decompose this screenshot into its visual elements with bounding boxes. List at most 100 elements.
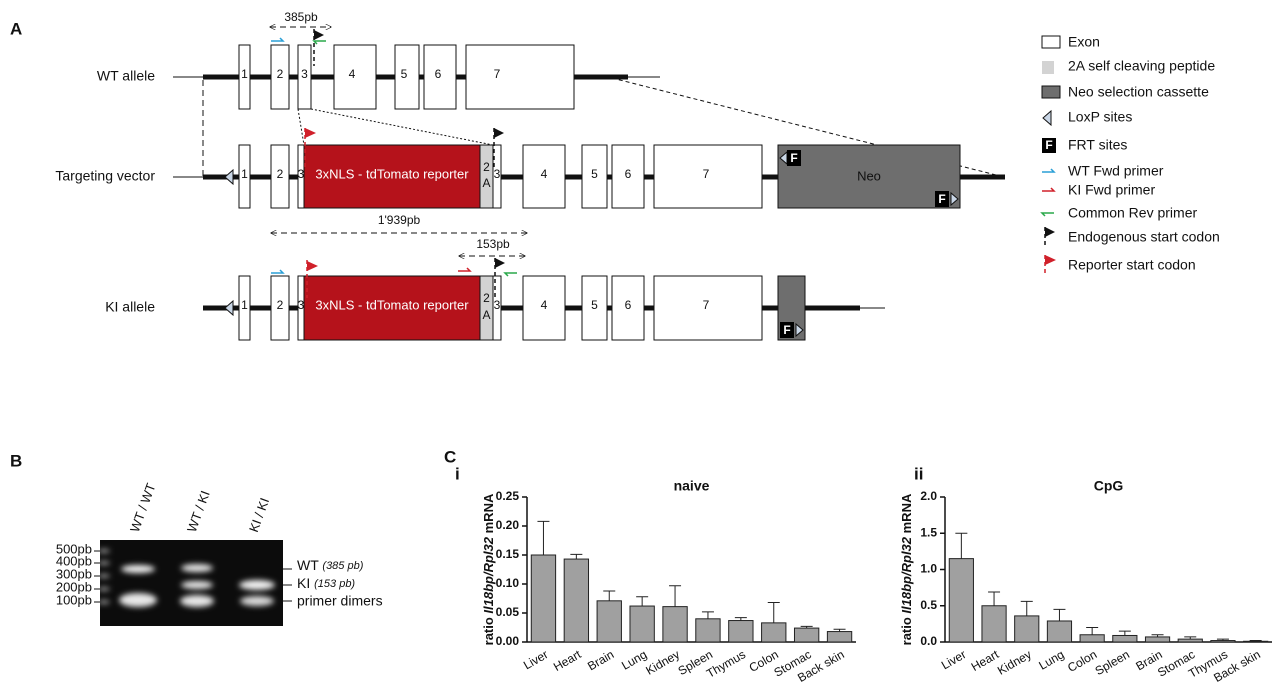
bar	[761, 622, 787, 643]
rect	[238, 144, 251, 209]
y-tick-label: 2.0	[920, 489, 937, 503]
rect	[303, 144, 481, 209]
error-bar	[800, 625, 813, 629]
exon-label: 1	[241, 298, 248, 312]
bar	[1014, 615, 1040, 643]
start-codon	[314, 30, 324, 40]
reporter-label: 3xNLS - tdTomato reporter	[315, 297, 469, 312]
rect	[611, 275, 645, 341]
rect	[1041, 85, 1061, 99]
legend-label: Endogenous start codon	[1068, 229, 1220, 245]
x-tick-label: Colon	[1065, 647, 1099, 675]
path	[1042, 168, 1056, 173]
y-axis-title-part: ratio	[481, 614, 496, 646]
primer-wt-fwd	[271, 269, 285, 274]
two-a-label: 2	[483, 291, 490, 305]
error-bar	[734, 617, 747, 621]
ellipse	[98, 574, 110, 578]
bar	[1177, 638, 1203, 643]
reporter-label: 3xNLS - tdTomato reporter	[315, 166, 469, 181]
subpanel-label: i	[455, 464, 460, 483]
exon-label: 1	[241, 67, 248, 81]
bar	[530, 554, 557, 643]
rect	[653, 275, 763, 341]
band-size: (153 pb)	[314, 578, 355, 590]
error-bar	[1053, 608, 1066, 621]
y-axis-title-part: mRNA	[899, 493, 914, 537]
neo-label: Neo	[857, 168, 881, 183]
bar	[662, 606, 688, 643]
rect	[270, 275, 290, 341]
y-axis-title: ratio Il18bp/Rpl32 mRNA	[899, 493, 914, 645]
exon-label: 4	[349, 67, 356, 81]
error-bar	[570, 553, 583, 560]
error-bar	[833, 628, 846, 632]
connector	[611, 77, 1001, 177]
y-tick-label: 0.05	[496, 605, 520, 619]
rect	[492, 275, 502, 341]
bar	[1243, 640, 1269, 643]
rect	[297, 44, 312, 110]
loxp	[795, 322, 804, 338]
error-bar	[1118, 630, 1131, 636]
path	[1045, 255, 1056, 265]
rect	[423, 44, 457, 110]
y-axis-title-part: mRNA	[481, 493, 496, 537]
gel-bands	[98, 549, 275, 607]
rect	[522, 275, 566, 341]
two-a-label: A	[482, 308, 490, 322]
two-a-label: 2	[483, 160, 490, 174]
rect	[270, 44, 290, 110]
bar	[1079, 634, 1105, 643]
legend-label: 2A self cleaving peptide	[1068, 58, 1215, 74]
frt-label: F	[790, 151, 797, 165]
rect	[394, 44, 420, 110]
exons	[238, 44, 575, 110]
exon-label: 5	[591, 167, 598, 181]
exon-label: 7	[703, 167, 710, 181]
frt	[787, 150, 801, 166]
legend-label: Reporter start codon	[1068, 257, 1196, 273]
chart-title: CpG	[1094, 478, 1124, 494]
frt-label: F	[1045, 138, 1052, 152]
legend-label: WT Fwd primer	[1068, 163, 1164, 179]
y-tick-label: 0.10	[496, 576, 520, 590]
exon-label: 3	[494, 167, 501, 181]
error-bar	[1184, 636, 1197, 640]
bar	[1112, 634, 1138, 643]
y-tick-label: 0.20	[496, 518, 520, 532]
exon-label: 7	[494, 67, 501, 81]
rect	[522, 144, 566, 209]
y-tick-label: 0.15	[496, 547, 520, 561]
connector	[297, 108, 305, 146]
y-axis-title-part: Il18bp/Rpl32	[899, 536, 914, 613]
band-size: (385 pb)	[322, 560, 363, 572]
rect	[270, 144, 290, 209]
exon-label: 2	[277, 298, 284, 312]
error-bar	[669, 585, 682, 607]
amplicon-label: 153pb	[476, 237, 510, 251]
rect	[303, 275, 481, 341]
exon-label: 6	[625, 167, 632, 181]
rect	[1042, 138, 1056, 153]
exon-label: 7	[703, 298, 710, 312]
two-a-label: A	[482, 176, 490, 190]
exon-label: 3	[494, 298, 501, 312]
panel-label: B	[10, 451, 22, 470]
reporter-start	[307, 261, 318, 271]
row-label: WT allele	[97, 68, 155, 84]
band-label: primer dimers	[297, 593, 383, 609]
bar	[981, 605, 1007, 643]
path	[1040, 212, 1054, 217]
error-bar	[1151, 634, 1164, 637]
bar	[948, 558, 974, 643]
panel-a: 385pb 1'939pb 153pb WT allele 1 2 3 4 5 …	[55, 10, 1220, 341]
exon-label: 4	[541, 167, 548, 181]
exon-label: 4	[541, 298, 548, 312]
y-tick-label: 1.0	[920, 562, 937, 576]
x-tick-label: Liver	[521, 647, 551, 672]
bar	[728, 620, 754, 643]
chart-title: naive	[674, 478, 710, 494]
ellipse	[239, 580, 275, 590]
bar	[1046, 620, 1073, 643]
